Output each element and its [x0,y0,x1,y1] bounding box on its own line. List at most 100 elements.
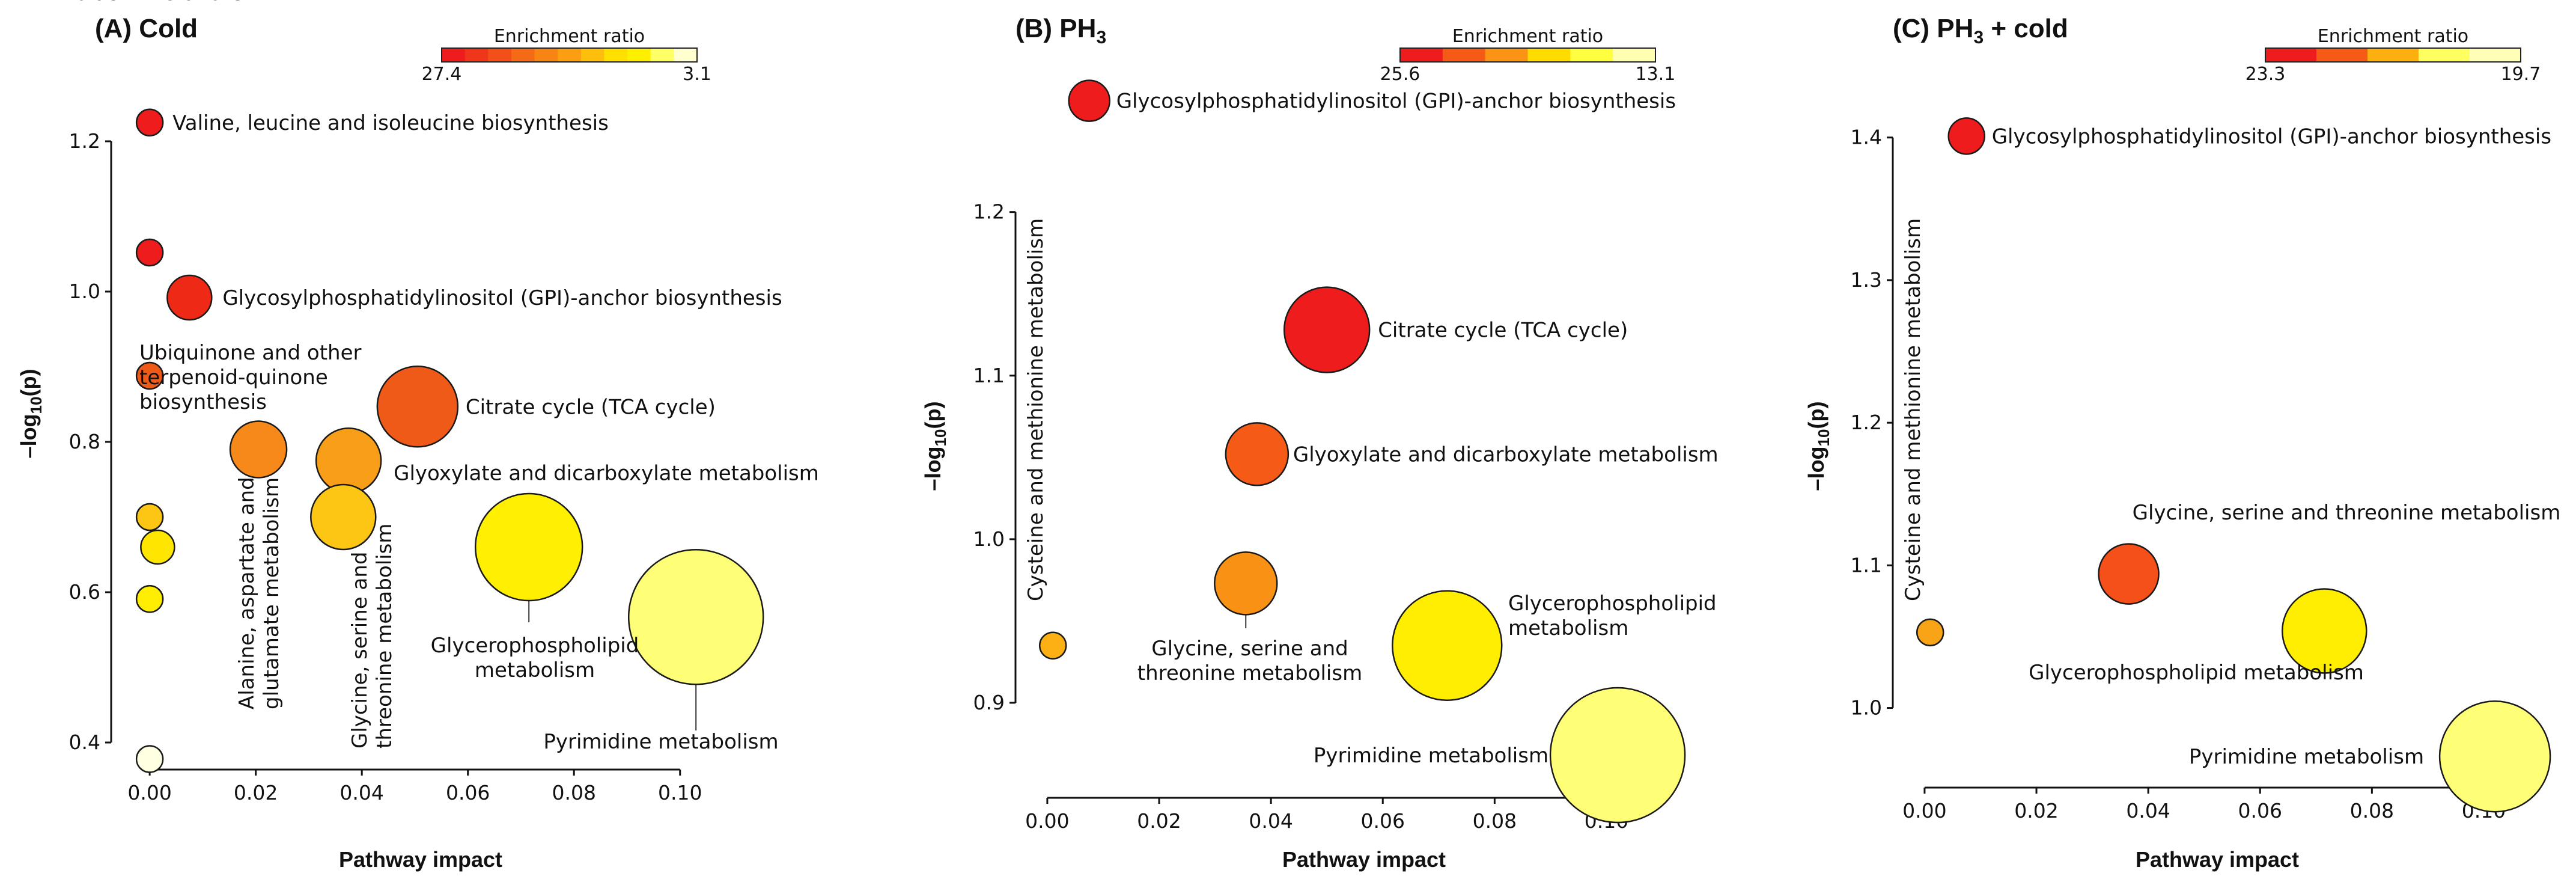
data-point [1214,551,1278,616]
data-label: Ubiquinone and other [139,341,361,365]
chart-panel-2: (B) PH3 Enrichment ratio 25.6 13.1 0.9 1.0 1.1… [921,14,1719,872]
y-tick-label: 1.2 [1851,411,1882,434]
colorbar-swatch [2419,48,2470,62]
colorbar-swatch [2367,48,2419,62]
y-tick-label: 0.4 [69,730,100,754]
panel-title: (C) PH3 + cold [1893,14,2068,47]
y-axis-label: –log10(p) [1804,402,1833,491]
data-label: Cysteine and methionine metabolism [1024,218,1048,601]
data-point [229,420,288,479]
data-label: Pyrimidine metabolism [2189,745,2424,769]
data-point [1549,687,1686,824]
data-points [135,108,764,773]
data-label: threonine metabolism [1137,661,1362,685]
colorbar: Enrichment ratio 23.3 19.7 [2246,26,2541,85]
colorbar-swatch [2265,48,2317,62]
panel-title: (A) Cold [95,14,198,43]
colorbar-swatch [1613,48,1656,62]
colorbar-swatch [2316,48,2368,62]
y-tick-label: 1.1 [1851,553,1882,577]
data-point [135,238,164,267]
x-tick-label: 0.04 [340,781,383,804]
y-tick-label: 0.9 [973,691,1005,714]
panel-title: (B) PH3 [1015,14,1106,47]
colorbar-swatch [1400,48,1443,62]
data-point [2098,543,2160,605]
x-tick-label: 0.08 [552,781,595,804]
panel-title-subscript: 3 [1973,28,1984,47]
data-label: metabolism [1508,616,1628,640]
x-tick-label: 0.06 [2238,799,2282,822]
data-label: Pyrimidine metabolism [1314,744,1548,768]
y-tick-label: 1.0 [973,527,1005,551]
x-tick-label: 0.10 [658,781,702,804]
data-point [1038,631,1067,660]
y-tick-label: 1.0 [69,280,100,303]
data-point [310,483,377,551]
colorbar-title: Enrichment ratio [1452,26,1603,47]
x-tick-label: 0.00 [1902,799,1946,822]
colorbar-min: 13.1 [1636,64,1676,85]
x-tick-label: 0.08 [1473,809,1517,833]
colorbar-swatch [1442,48,1486,62]
data-point [474,492,583,602]
data-labels: Glycosylphosphatidylinositol (GPI)-ancho… [1024,90,1719,768]
data-point [627,549,764,685]
data-point [135,503,164,531]
colorbar-min: 19.7 [2501,64,2541,85]
colorbar-swatch [650,48,674,62]
data-label: Glyoxylate and dicarboxylate metabolism [394,461,819,485]
y-axis-label: –log10(p) [921,402,949,491]
y-tick-label: 1.1 [973,364,1005,387]
colorbar-swatch [674,48,698,62]
colorbar-swatch [627,48,651,62]
data-label-rotated: Alanine, aspartate and glutamate metaboli… [235,477,284,709]
y-axis-label: –log10(p) [16,369,45,459]
colorbar-title: Enrichment ratio [494,26,645,47]
data-label-rotated: Glycine, serine and threonine metabolism [348,524,397,749]
data-label: terpenoid-quinone [139,366,328,390]
data-label: Glycerophospholipid [1508,592,1717,616]
data-label: Glycine, serine and [1151,637,1348,661]
data-point [376,366,459,448]
data-point [135,361,164,390]
x-tick-label: 0.08 [2350,799,2394,822]
x-tick-label: 0.04 [1249,809,1293,833]
x-tick-label: 0.02 [234,781,278,804]
x-tick-label: 0.06 [1361,809,1405,833]
data-point [1916,618,1944,647]
colorbar-swatch [604,48,628,62]
data-label: glutamate metabolism [260,477,284,709]
colorbar: Enrichment ratio 27.4 3.1 [422,26,711,85]
colorbar-swatch [442,48,466,62]
data-point [140,529,175,565]
chart-panel-3: (C) PH3 + cold Enrichment ratio 23.3 19.7 1.… [1804,14,2560,872]
y-tick-label: 1.0 [1851,696,1882,720]
data-label: biosynthesis [139,390,267,414]
data-label: Cysteine and methionine metabolism [1901,218,1925,601]
x-axis-label: Pathway impact [339,847,502,872]
colorbar-swatch [558,48,582,62]
data-point [2438,700,2551,813]
data-label: Glycosylphosphatidylinositol (GPI)-ancho… [1116,90,1676,114]
x-tick-label: 0.02 [2014,799,2058,822]
panel-title-suffix: + cold [1984,14,2068,43]
data-label-rotated: Cysteine and methionine metabolism [1024,218,1048,601]
data-point [2282,588,2367,674]
x-tick-label: 0.02 [1137,809,1181,833]
data-label: metabolism [475,658,595,682]
data-point [1392,590,1503,701]
data-points [1916,117,2551,813]
data-point [315,427,382,494]
colorbar-min: 3.1 [683,64,711,85]
y-tick-label: 1.3 [1851,268,1882,292]
data-point [135,585,164,613]
colorbar-swatch [1570,48,1613,62]
data-label: Pyrimidine metabolism [543,730,778,754]
x-tick-label: 0.06 [446,781,490,804]
y-tick-label: 0.8 [69,430,100,453]
data-label: Glyoxylate and dicarboxylate metabolism [1293,442,1719,467]
x-axis-label: Pathway impact [2136,847,2299,872]
data-label: Glycerophospholipid [431,634,639,658]
